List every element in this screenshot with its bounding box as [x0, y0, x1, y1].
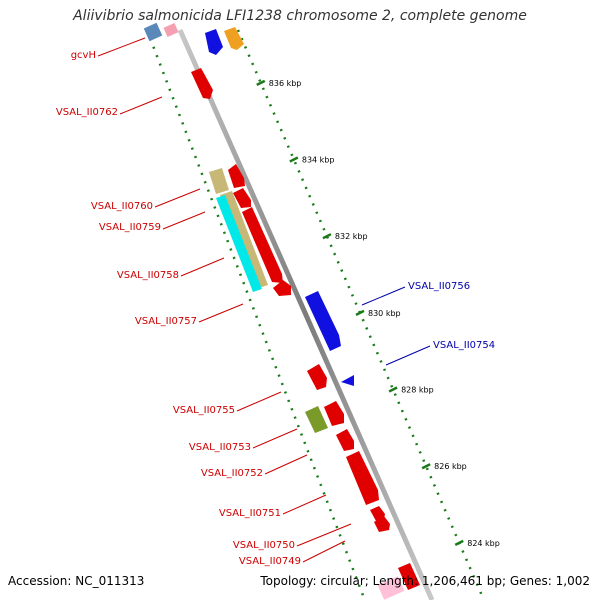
scale-ticks: 836 kbp 834 kbp 832 kbp 830 kbp 828 kbp 826 k…	[256, 79, 500, 548]
label-leader-line	[385, 345, 431, 366]
gene-feature-VSAL_II0755[interactable]	[307, 364, 327, 390]
gene-feature-pink-top[interactable]	[163, 22, 179, 38]
gene-feature-VSAL_II0753[interactable]	[324, 401, 344, 426]
gene-label[interactable]: VSAL_II0759	[99, 222, 161, 233]
label-leader-line	[97, 37, 146, 57]
scale-tick-mark	[454, 539, 464, 547]
gene-feature-VSAL_II0749[interactable]	[374, 516, 390, 532]
genome-summary-text: Topology: circular; Length: 1,206,461 bp…	[260, 574, 590, 588]
gene-feature-cyan-long[interactable]	[216, 195, 262, 292]
label-leader-line	[180, 257, 225, 277]
gene-feature-VSAL_II0750[interactable]	[370, 506, 385, 521]
scale-tick-label: 826 kbp	[434, 462, 467, 471]
gene-feature-VSAL_II0756[interactable]	[305, 291, 341, 351]
gene-feature-red-a[interactable]	[228, 164, 245, 188]
label-leader-line	[162, 211, 206, 230]
gene-label[interactable]: VSAL_II0756	[408, 281, 470, 292]
label-leader-line	[154, 188, 201, 208]
gene-feature-red-bottom[interactable]	[398, 563, 420, 590]
gene-labels: gcvH VSAL_II0762 VSAL_II0760 VSAL_II0759 VSA…	[56, 37, 495, 567]
gene-label[interactable]: VSAL_II0762	[56, 107, 118, 118]
label-leader-line	[252, 428, 298, 449]
gene-label[interactable]: VSAL_II0755	[173, 405, 235, 416]
scale-tick-label: 832 kbp	[335, 232, 368, 241]
gene-label[interactable]: VSAL_II0751	[219, 508, 281, 519]
label-leader-line	[264, 454, 308, 475]
gene-label[interactable]: VSAL_II0757	[135, 316, 197, 327]
gene-feature-steel[interactable]	[143, 22, 163, 42]
scale-tick-label: 828 kbp	[401, 386, 434, 395]
gene-feature-pink-bottom[interactable]	[377, 576, 405, 600]
gene-label[interactable]: VSAL_II0750	[233, 540, 295, 551]
accession-text: Accession: NC_011313	[8, 574, 145, 588]
label-leader-line	[282, 494, 327, 515]
scale-tick-mark	[388, 386, 398, 393]
label-leader-line	[361, 286, 406, 306]
map-title: Aliivibrio salmonicida LFI1238 chromosom…	[73, 8, 527, 24]
label-leader-line	[119, 96, 163, 115]
gene-feature-red-long[interactable]	[242, 207, 283, 283]
gene-label[interactable]: VSAL_II0749	[239, 556, 301, 567]
gene-label[interactable]: VSAL_II0752	[201, 468, 263, 479]
scale-tick-label: 830 kbp	[368, 309, 401, 318]
scale-tick-mark	[355, 309, 365, 316]
gene-feature-blue-top[interactable]	[205, 29, 223, 55]
scale-tick-mark	[256, 79, 266, 86]
genome-backbone	[177, 28, 435, 600]
scale-tick-mark	[421, 463, 431, 470]
scale-tick-label: 824 kbp	[467, 539, 500, 548]
gene-feature-orange-top[interactable]	[224, 27, 244, 50]
scale-tick-mark	[322, 233, 332, 240]
label-leader-line	[302, 540, 346, 563]
scale-tick-label: 836 kbp	[269, 79, 302, 88]
gene-label[interactable]: gcvH	[71, 50, 96, 61]
gene-feature-tan-a[interactable]	[209, 168, 229, 194]
gene-feature-red-small[interactable]	[273, 280, 291, 296]
gene-feature-red-b[interactable]	[233, 188, 251, 208]
gene-feature-olive[interactable]	[305, 406, 328, 433]
gene-feature-VSAL_II0752[interactable]	[336, 429, 354, 451]
gene-label[interactable]: VSAL_II0753	[189, 442, 251, 453]
label-leader-line	[236, 391, 282, 412]
gene-label[interactable]: VSAL_II0760	[91, 201, 153, 212]
scale-tick-mark	[289, 156, 299, 163]
gene-label[interactable]: VSAL_II0758	[117, 270, 179, 281]
label-leader-line	[296, 523, 352, 547]
gene-label[interactable]: VSAL_II0754	[433, 340, 495, 351]
scale-tick-label: 834 kbp	[302, 156, 335, 165]
gene-feature-VSAL_II0754[interactable]	[341, 375, 354, 386]
gene-feature-VSAL_II0751[interactable]	[346, 451, 379, 505]
gene-features	[143, 22, 420, 600]
label-leader-line	[198, 303, 244, 323]
gene-feature-gcvH[interactable]	[191, 68, 213, 99]
